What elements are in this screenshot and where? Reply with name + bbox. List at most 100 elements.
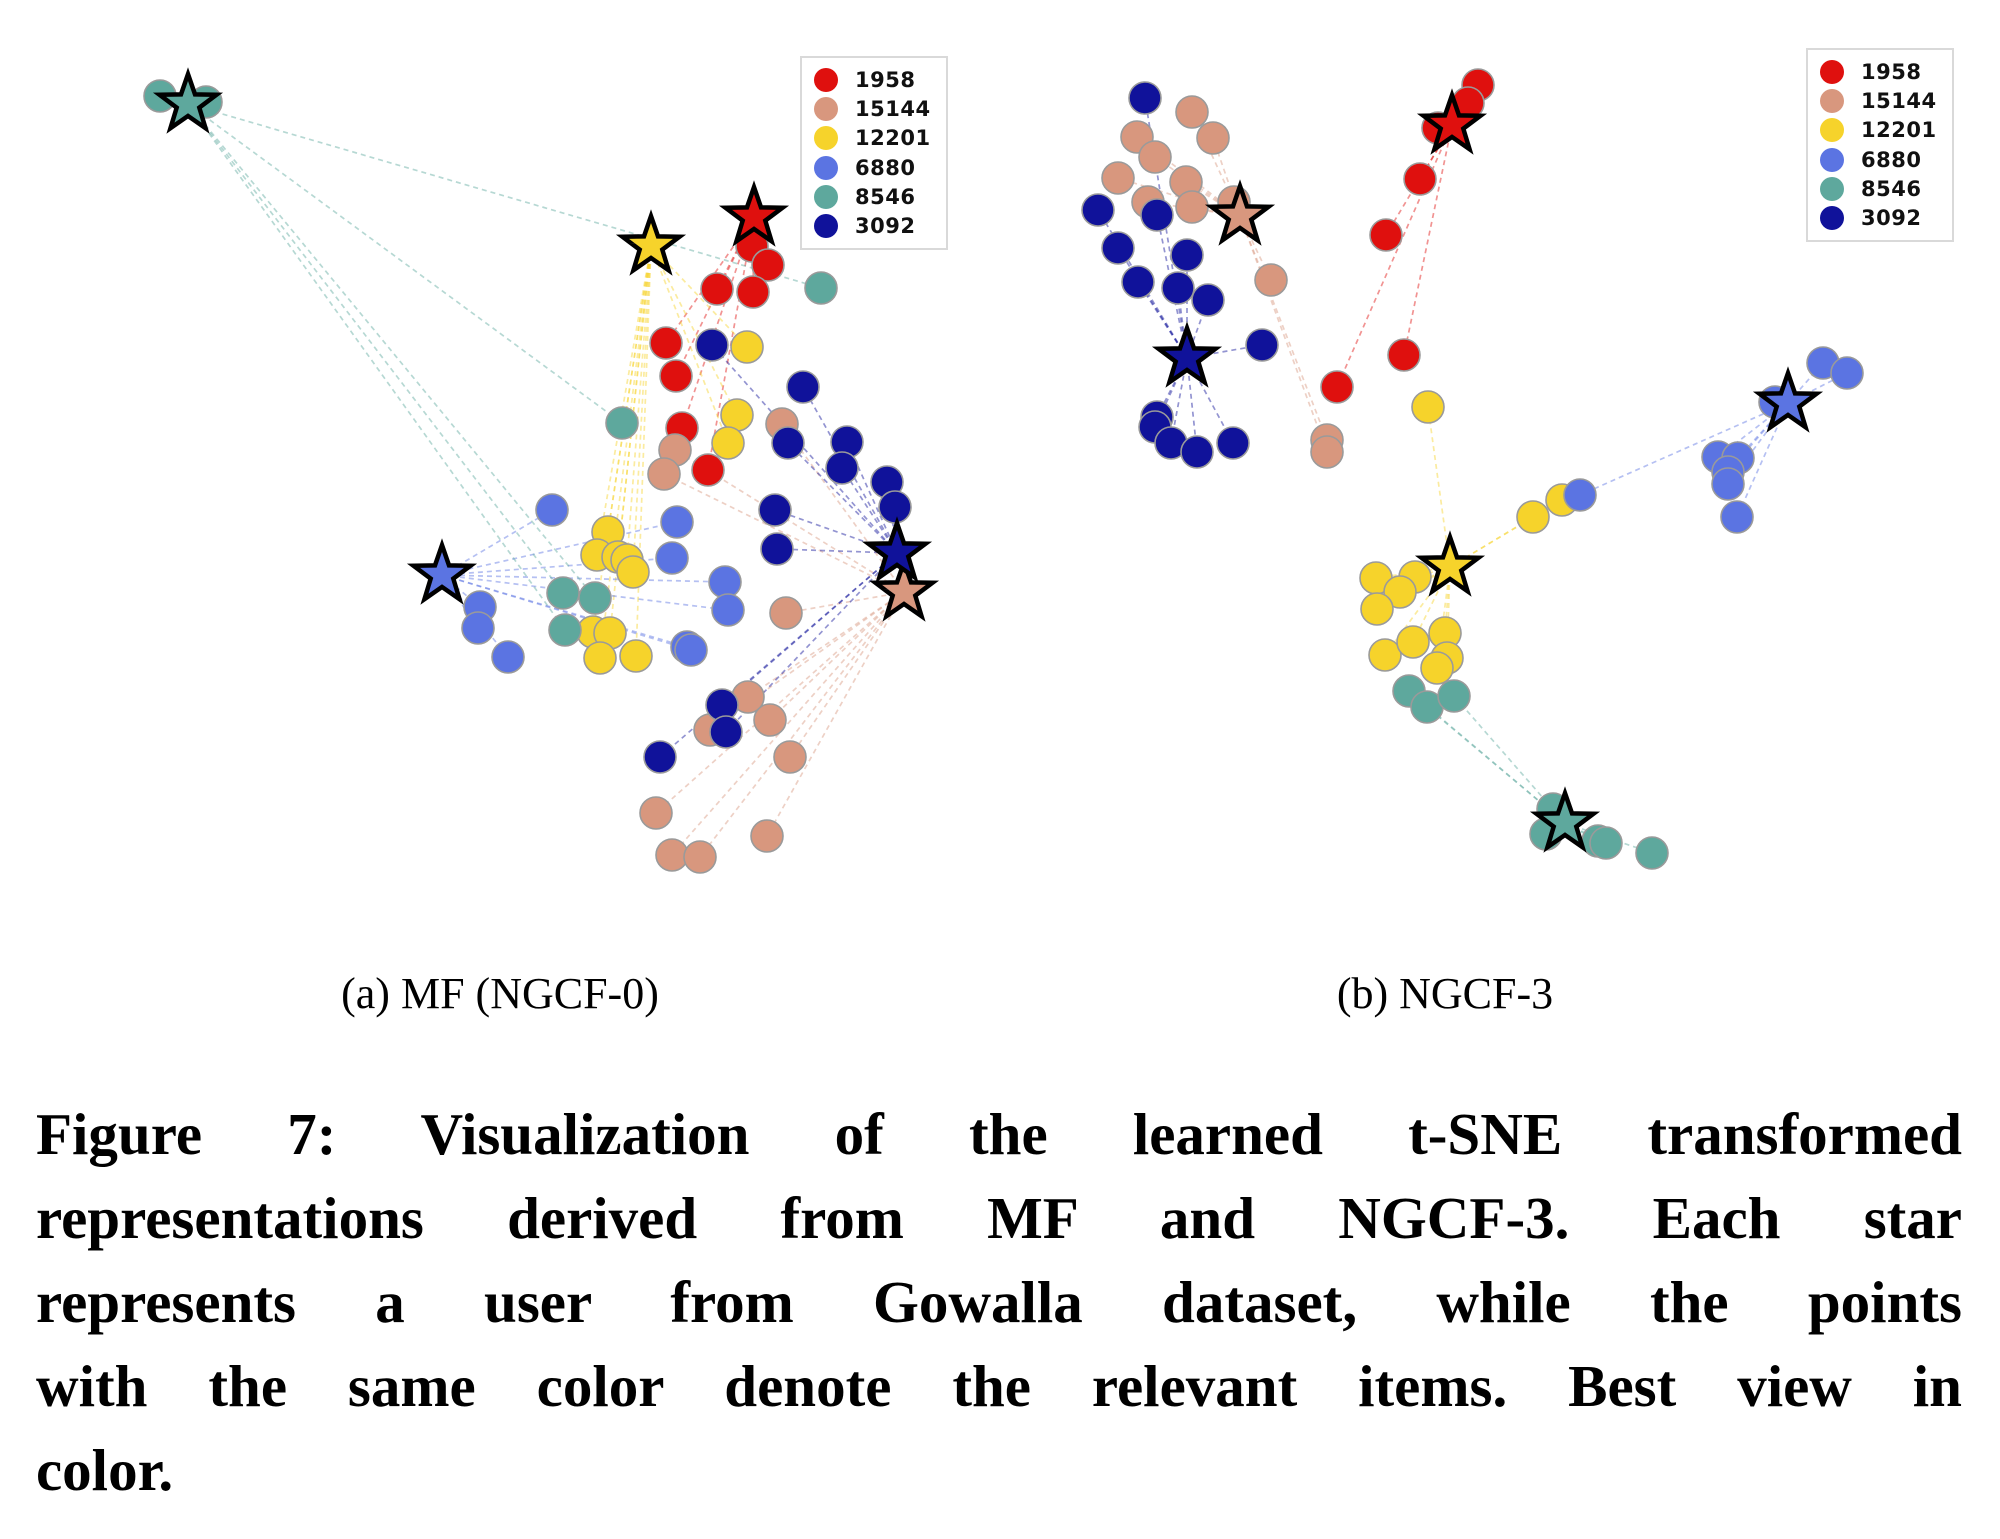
item-point [1101, 231, 1135, 265]
item-point [674, 633, 708, 667]
legend-color-dot [1820, 118, 1844, 143]
edge-line [802, 386, 898, 554]
edge-line [632, 245, 652, 573]
item-point [605, 406, 639, 440]
item-point [1635, 836, 1669, 870]
item-point [709, 715, 743, 749]
legend-item: 15144 [1820, 88, 1944, 114]
edge-line [711, 344, 898, 554]
edge-line [671, 591, 905, 856]
edge-line [747, 591, 905, 698]
legend-item: 3092 [1820, 205, 1944, 231]
item-point [1161, 271, 1195, 305]
caption-line: representations derived from MF and NGCF… [36, 1185, 1962, 1251]
edge-line [1186, 357, 1198, 453]
item-point [771, 426, 805, 460]
edge-line [441, 574, 692, 651]
item-point [1081, 193, 1115, 227]
edge-line [650, 245, 738, 416]
item-point [730, 330, 764, 364]
item-point [695, 328, 729, 362]
user-star [868, 555, 940, 622]
item-point [1191, 283, 1225, 317]
legend-item: 8546 [814, 184, 938, 210]
item-point [683, 840, 717, 874]
item-point [639, 796, 673, 830]
edge-line [441, 521, 678, 576]
item-point [1720, 500, 1754, 534]
item-point [1411, 390, 1445, 424]
subcaption-a: (a) MF (NGCF-0) [341, 969, 659, 1018]
edge-line [1186, 357, 1234, 444]
legend-color-dot [814, 68, 838, 92]
item-point [758, 493, 792, 527]
subcaption-b: (b) NGCF-3 [1336, 969, 1554, 1018]
user-star [1414, 530, 1486, 597]
item-point [1830, 356, 1864, 390]
figure-caption: Figure 7: Visualization of the learned t… [36, 1092, 1962, 1512]
caption-line: color. [36, 1437, 174, 1503]
user-star [406, 538, 478, 605]
caption-line: with the same color denote the relevant … [36, 1353, 1962, 1419]
caption-line: Figure 7: Visualization of the learned t… [36, 1101, 1962, 1167]
legend-item: 1958 [814, 67, 938, 93]
item-point [804, 271, 838, 305]
caption-line: represents a user from Gowalla dataset, … [36, 1269, 1962, 1335]
item-point [1180, 435, 1214, 469]
edge-line [721, 552, 898, 706]
item-point [1437, 679, 1471, 713]
edge-line [655, 591, 905, 814]
legend-item-label: 12201 [1861, 118, 1937, 143]
item-point [711, 426, 745, 460]
edge-line [1403, 124, 1453, 356]
item-point [649, 326, 683, 360]
legend-item-label: 6880 [1861, 147, 1922, 172]
item-point [700, 272, 734, 306]
item-point [1563, 478, 1597, 512]
legend-item: 6880 [814, 155, 938, 181]
item-point [1369, 218, 1403, 252]
item-point [825, 451, 859, 485]
item-point [708, 565, 742, 599]
item-point [1403, 162, 1437, 196]
edge-line [607, 245, 652, 533]
item-point [720, 398, 754, 432]
legend-color-dot [814, 155, 838, 180]
item-point [878, 490, 912, 524]
legend-color-dot [1820, 89, 1844, 114]
item-point [1196, 121, 1230, 155]
item-point [736, 275, 770, 309]
edge-line [699, 591, 905, 858]
item-point [1101, 161, 1135, 195]
edge-line [841, 467, 898, 554]
item-point [786, 370, 820, 404]
item-point [1368, 638, 1402, 672]
item-point [578, 581, 612, 615]
legend-item-label: 3092 [855, 213, 916, 238]
legend-item: 6880 [1820, 147, 1944, 173]
item-point [1175, 190, 1209, 224]
edge-line [1408, 690, 1566, 824]
item-point [1396, 625, 1430, 659]
edge-line [1579, 402, 1789, 496]
edge-line [1239, 215, 1328, 441]
item-point [1383, 575, 1417, 609]
item-point [491, 640, 525, 674]
legend-color-dot [1820, 205, 1844, 230]
legend-color-dot [1820, 176, 1844, 201]
item-point [1175, 95, 1209, 129]
edge-line [596, 245, 652, 556]
edge-line [766, 591, 905, 837]
item-point [1128, 81, 1162, 115]
legend-item-label: 3092 [1861, 205, 1922, 230]
item-point [548, 613, 582, 647]
legend-a: 1958 15144 12201 6880 8546 3092 [800, 56, 948, 250]
item-point [1170, 238, 1204, 272]
item-point [1711, 467, 1745, 501]
item-point [711, 593, 745, 627]
item-point [461, 611, 495, 645]
legend-item: 12201 [814, 125, 938, 151]
legend-color-dot [814, 126, 838, 151]
item-point [546, 576, 580, 610]
